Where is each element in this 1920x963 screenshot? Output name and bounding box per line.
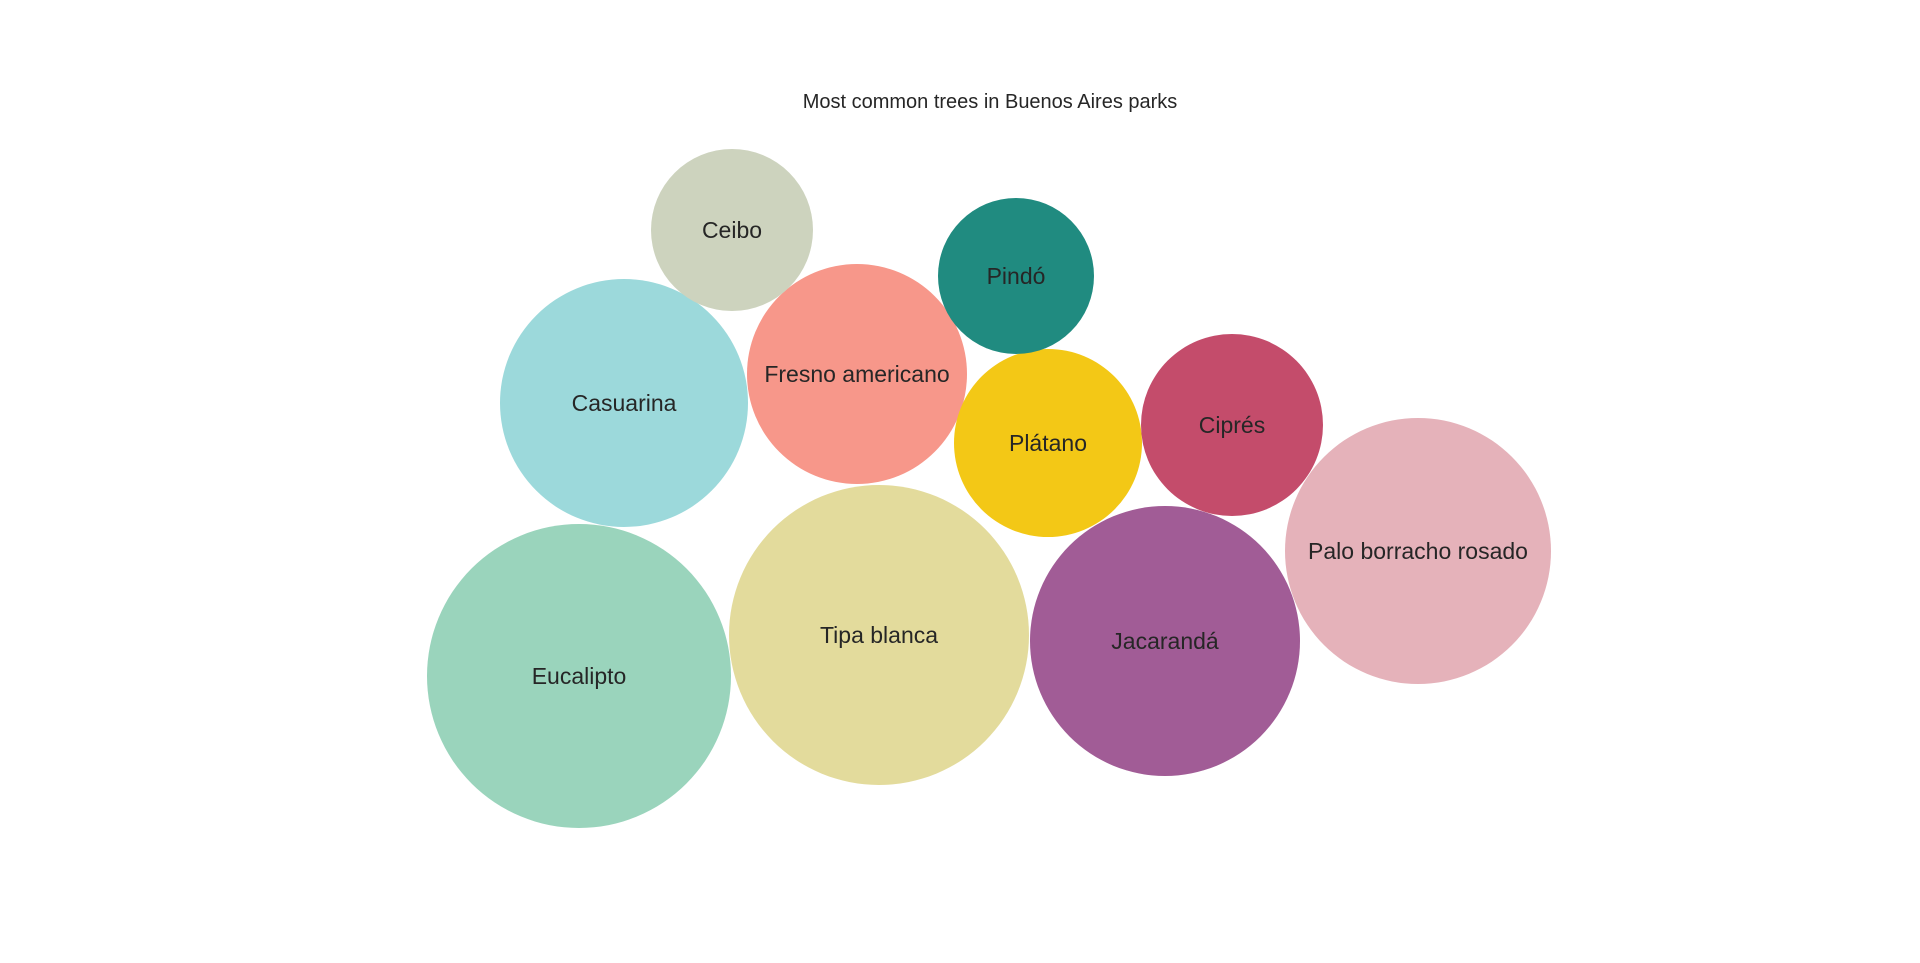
bubble-label: Jacarandá <box>1111 628 1219 654</box>
bubble-label: Plátano <box>1009 430 1087 456</box>
bubble-label: Fresno americano <box>764 361 949 387</box>
bubble-label: Ciprés <box>1199 412 1265 438</box>
bubble-label: Ceibo <box>702 217 762 243</box>
bubble-cipr-s <box>1141 334 1323 516</box>
bubble-tipa-blanca <box>729 485 1029 785</box>
bubbles-group: Eucalipto Tipa blanca Jacarandá Palo borrac… <box>427 149 1551 828</box>
bubble-pind- <box>938 198 1094 354</box>
chart-title: Most common trees in Buenos Aires parks <box>803 91 1178 113</box>
bubble-label: Palo borracho rosado <box>1308 538 1528 564</box>
bubble-label: Casuarina <box>572 390 677 416</box>
bubble-label: Tipa blanca <box>820 622 938 648</box>
bubble-palo-borracho-rosado <box>1285 418 1551 684</box>
bubble-jacarand- <box>1030 506 1300 776</box>
bubble-eucalipto <box>427 524 731 828</box>
bubble-label: Eucalipto <box>532 663 627 689</box>
bubble-fresno-americano <box>747 264 967 484</box>
bubble-label: Pindó <box>987 263 1046 289</box>
bubble-pl-tano <box>954 349 1142 537</box>
bubble-ceibo <box>651 149 813 311</box>
bubble-casuarina <box>500 279 748 527</box>
